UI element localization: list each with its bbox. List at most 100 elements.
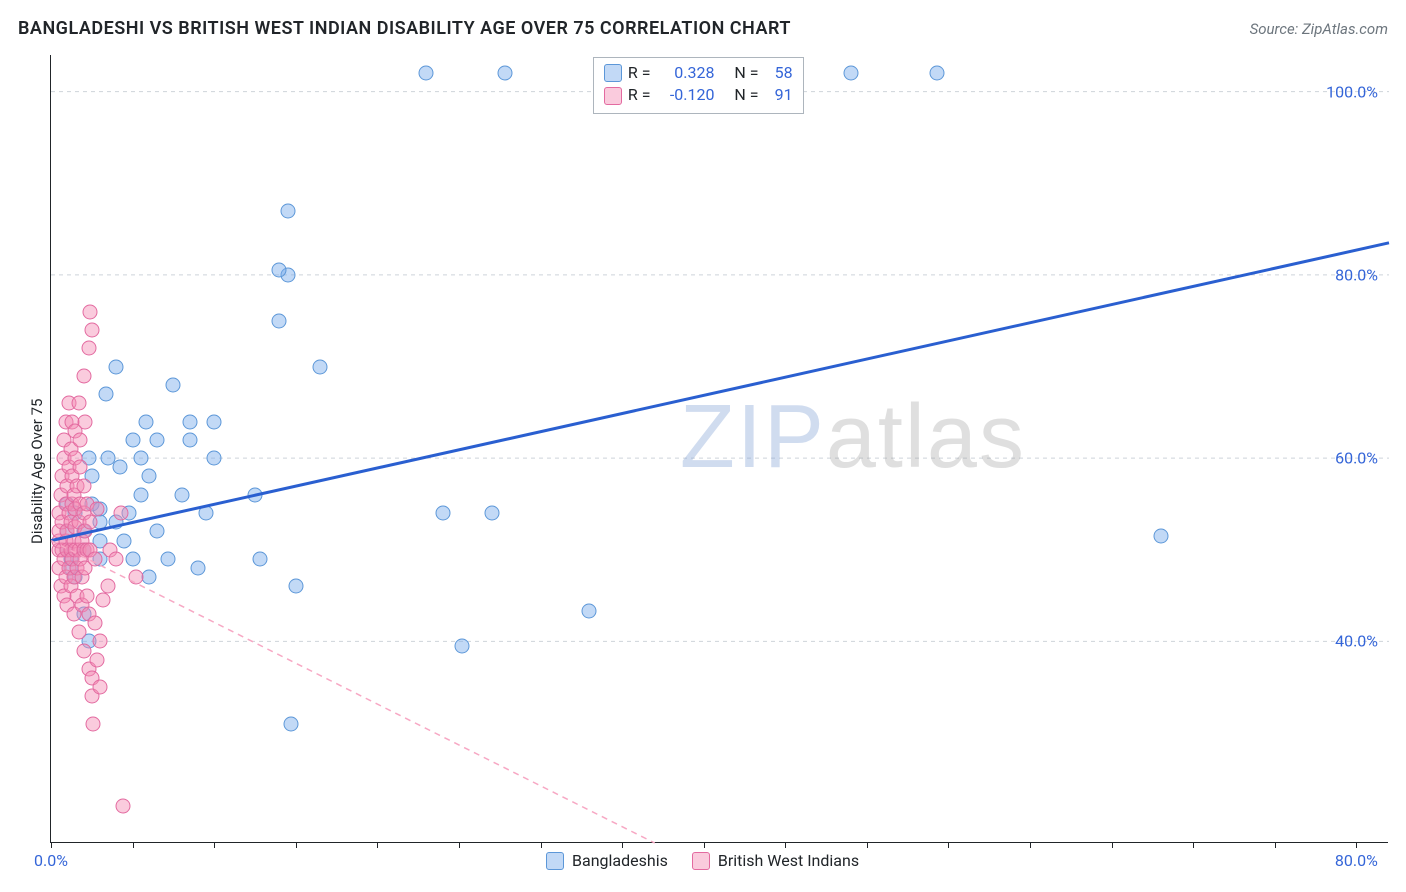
data-point-bwi xyxy=(83,515,98,530)
trend-lines xyxy=(51,55,1389,843)
legend-label: Bangladeshis xyxy=(572,851,668,870)
x-tick xyxy=(704,842,705,848)
stats-row-bangladeshi: R =0.328 N =58 xyxy=(604,62,793,84)
watermark: ZIPatlas xyxy=(680,386,1026,489)
legend-swatch-bwi xyxy=(692,852,710,870)
data-point-bwi xyxy=(92,680,107,695)
data-point-bwi xyxy=(79,588,94,603)
data-point-bangladeshi xyxy=(182,414,197,429)
trend-line-bwi xyxy=(51,541,655,843)
watermark-part1: ZIP xyxy=(680,387,826,487)
data-point-bangladeshi xyxy=(141,469,156,484)
data-point-bwi xyxy=(89,652,104,667)
x-tick xyxy=(214,842,215,848)
data-point-bangladeshi xyxy=(150,524,165,539)
data-point-bangladeshi xyxy=(280,203,295,218)
series-legend: Bangladeshis British West Indians xyxy=(546,851,859,870)
data-point-bangladeshi xyxy=(313,359,328,374)
stats-legend: R =0.328 N =58R =-0.120 N = 91 xyxy=(593,57,804,114)
y-tick-label: 100.0% xyxy=(1326,82,1378,101)
data-point-bangladeshi xyxy=(125,551,140,566)
r-value: -0.120 xyxy=(656,84,714,106)
x-tick xyxy=(785,842,786,848)
swatch-bangladeshi xyxy=(604,64,622,82)
data-point-bangladeshi xyxy=(419,66,434,81)
y-tick-label: 80.0% xyxy=(1335,265,1378,284)
data-point-bangladeshi xyxy=(484,506,499,521)
data-point-bwi xyxy=(96,593,111,608)
data-point-bwi xyxy=(73,460,88,475)
source-attribution: Source: ZipAtlas.com xyxy=(1250,20,1388,38)
x-tick xyxy=(1112,842,1113,848)
data-point-bangladeshi xyxy=(207,451,222,466)
data-point-bwi xyxy=(84,322,99,337)
data-point-bwi xyxy=(71,625,86,640)
data-point-bwi xyxy=(73,432,88,447)
swatch-bwi xyxy=(604,87,622,105)
data-point-bangladeshi xyxy=(455,639,470,654)
r-label: R = xyxy=(628,62,651,84)
data-point-bangladeshi xyxy=(133,451,148,466)
data-point-bangladeshi xyxy=(133,487,148,502)
data-point-bangladeshi xyxy=(252,551,267,566)
data-point-bangladeshi xyxy=(199,506,214,521)
x-tick xyxy=(1193,842,1194,848)
data-point-bwi xyxy=(83,304,98,319)
data-point-bwi xyxy=(76,478,91,493)
x-tick xyxy=(867,842,868,848)
r-value: 0.328 xyxy=(656,62,714,84)
grid-layer xyxy=(51,55,1389,843)
legend-label: British West Indians xyxy=(718,851,859,870)
x-tick-label: 0.0% xyxy=(34,851,68,870)
data-point-bwi xyxy=(76,368,91,383)
legend-item-bwi: British West Indians xyxy=(692,851,859,870)
data-point-bangladeshi xyxy=(141,570,156,585)
x-tick xyxy=(133,842,134,848)
watermark-part2: atlas xyxy=(826,387,1026,487)
data-point-bangladeshi xyxy=(150,432,165,447)
x-tick xyxy=(1275,842,1276,848)
data-point-bwi xyxy=(71,396,86,411)
data-point-bangladeshi xyxy=(843,66,858,81)
data-point-bwi xyxy=(128,570,143,585)
r-label: R = xyxy=(628,84,651,106)
data-point-bwi xyxy=(88,551,103,566)
n-value: 91 xyxy=(765,84,793,106)
data-point-bangladeshi xyxy=(582,604,597,619)
data-point-bwi xyxy=(109,551,124,566)
n-label: N = xyxy=(734,84,758,106)
data-point-bangladeshi xyxy=(207,414,222,429)
data-point-bangladeshi xyxy=(99,387,114,402)
data-point-bwi xyxy=(81,341,96,356)
data-point-bangladeshi xyxy=(247,487,262,502)
data-point-bangladeshi xyxy=(125,432,140,447)
y-tick-label: 60.0% xyxy=(1335,449,1378,468)
data-point-bangladeshi xyxy=(1153,529,1168,544)
data-point-bangladeshi xyxy=(190,561,205,576)
data-point-bwi xyxy=(101,579,116,594)
data-point-bwi xyxy=(78,414,93,429)
data-point-bangladeshi xyxy=(283,716,298,731)
data-point-bwi xyxy=(86,716,101,731)
legend-swatch-bangladeshi xyxy=(546,852,564,870)
data-point-bangladeshi xyxy=(112,460,127,475)
y-axis-title: Disability Age Over 75 xyxy=(28,398,46,543)
data-point-bangladeshi xyxy=(109,359,124,374)
x-tick xyxy=(459,842,460,848)
data-point-bangladeshi xyxy=(138,414,153,429)
x-tick xyxy=(377,842,378,848)
data-point-bwi xyxy=(88,616,103,631)
data-point-bwi xyxy=(114,506,129,521)
x-tick xyxy=(622,842,623,848)
data-point-bangladeshi xyxy=(166,377,181,392)
y-tick-label: 40.0% xyxy=(1335,632,1378,651)
data-point-bangladeshi xyxy=(117,533,132,548)
data-point-bangladeshi xyxy=(930,66,945,81)
x-tick xyxy=(541,842,542,848)
x-tick xyxy=(948,842,949,848)
plot-area: ZIPatlas R =0.328 N =58R =-0.120 N =91 B… xyxy=(50,55,1388,843)
data-point-bwi xyxy=(92,634,107,649)
legend-item-bangladeshi: Bangladeshis xyxy=(546,851,668,870)
data-point-bwi xyxy=(115,799,130,814)
data-point-bangladeshi xyxy=(272,313,287,328)
